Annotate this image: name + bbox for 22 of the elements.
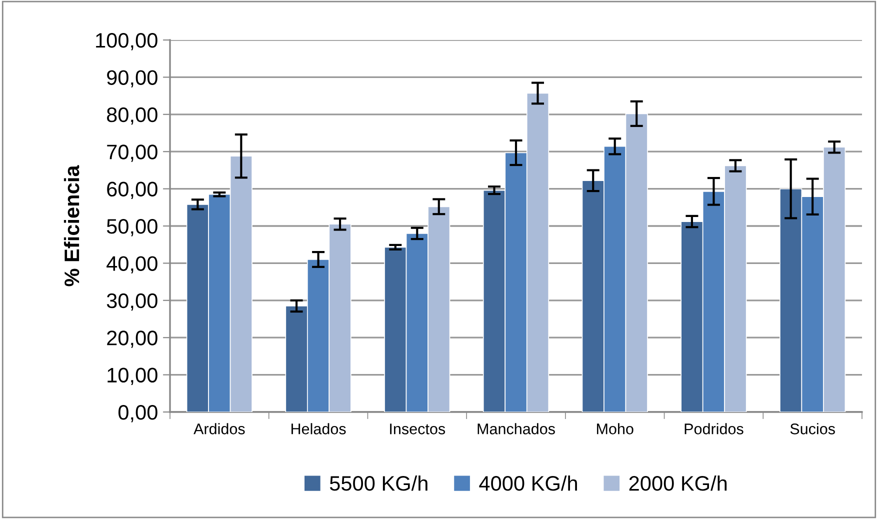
x-tick-label: Insectos [390, 424, 446, 434]
x-tick-label: Moho [597, 423, 634, 434]
y-tick-label: 20,00 [107, 330, 158, 348]
y-tick-label: 80,00 [106, 107, 158, 125]
legend-label: 2000 KG/h [629, 476, 727, 491]
y-tick-label: 0,00 [118, 405, 158, 422]
y-tick-label: 100,00 [96, 33, 158, 50]
legend-label: 5500 KG/h [330, 476, 428, 491]
y-tick-label: 50,00 [106, 219, 158, 236]
y-axis-title: % Eficiencia [64, 165, 80, 286]
y-tick-label: 70,00 [107, 144, 158, 162]
y-tick-label: 40,00 [106, 256, 158, 274]
x-tick-label: Ardidos [194, 423, 245, 434]
y-tick-label: 90,00 [107, 70, 158, 88]
x-tick-label: Sucios [790, 423, 835, 434]
y-tick-label: 30,00 [106, 293, 158, 311]
x-tick-label: Manchados [478, 423, 555, 434]
x-tick-label: Helados [292, 423, 346, 434]
x-tick-label: Podridos [684, 423, 744, 434]
y-tick-label: 60,00 [107, 182, 158, 200]
y-tick-label: 10,00 [108, 368, 158, 386]
legend-label: 4000 KG/h [479, 476, 577, 491]
